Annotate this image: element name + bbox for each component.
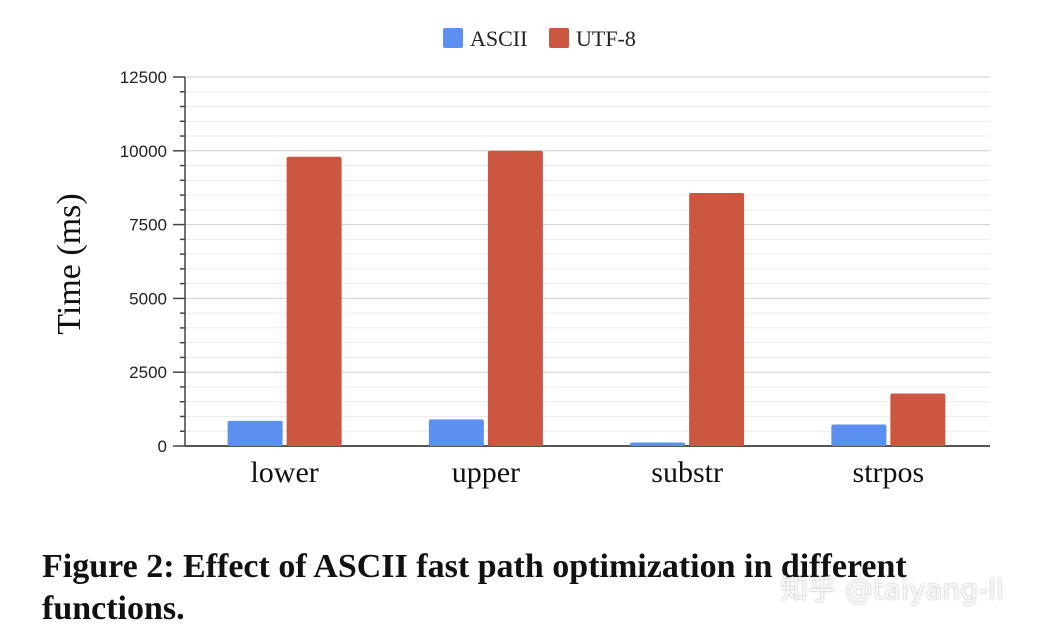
y-axis-title: Time (ms) [51,193,88,334]
legend-label-utf8: UTF-8 [576,26,636,51]
figure-caption: Figure 2: Effect of ASCII fast path opti… [42,548,907,627]
category-label-upper: upper [452,456,520,489]
bar-utf8-upper [487,150,543,447]
bar-utf8-substr [689,193,745,446]
category-label-strpos: strpos [853,456,925,489]
legend: ASCII UTF-8 [443,26,636,51]
category-label-substr: substr [651,456,723,489]
y-tick-label: 12500 [120,68,167,87]
legend-label-ascii: ASCII [470,26,527,51]
category-labels: lower upper substr strpos [250,456,924,489]
y-tick-label: 0 [158,437,167,456]
bar-ascii-upper [428,419,484,446]
watermark: 知乎 @taiyang-li [780,573,1004,606]
bar-ascii-strpos [831,424,887,446]
y-axis: 0 2500 5000 7500 10000 12500 [120,68,990,456]
bar-ascii-lower [227,420,283,446]
y-tick-label: 10000 [120,142,167,161]
legend-swatch-ascii [443,28,463,48]
y-tick-label: 5000 [129,289,167,308]
y-tick-label: 7500 [129,216,167,235]
bar-utf8-lower [286,156,342,447]
bar-utf8-strpos [890,393,946,446]
category-label-lower: lower [250,456,318,489]
bar-chart: 0 2500 5000 7500 10000 12500 lower upper substr… [51,26,990,489]
y-tick-label: 2500 [129,363,167,382]
legend-swatch-utf8 [549,28,569,48]
bar-ascii-substr [630,442,686,446]
bars [227,150,946,447]
